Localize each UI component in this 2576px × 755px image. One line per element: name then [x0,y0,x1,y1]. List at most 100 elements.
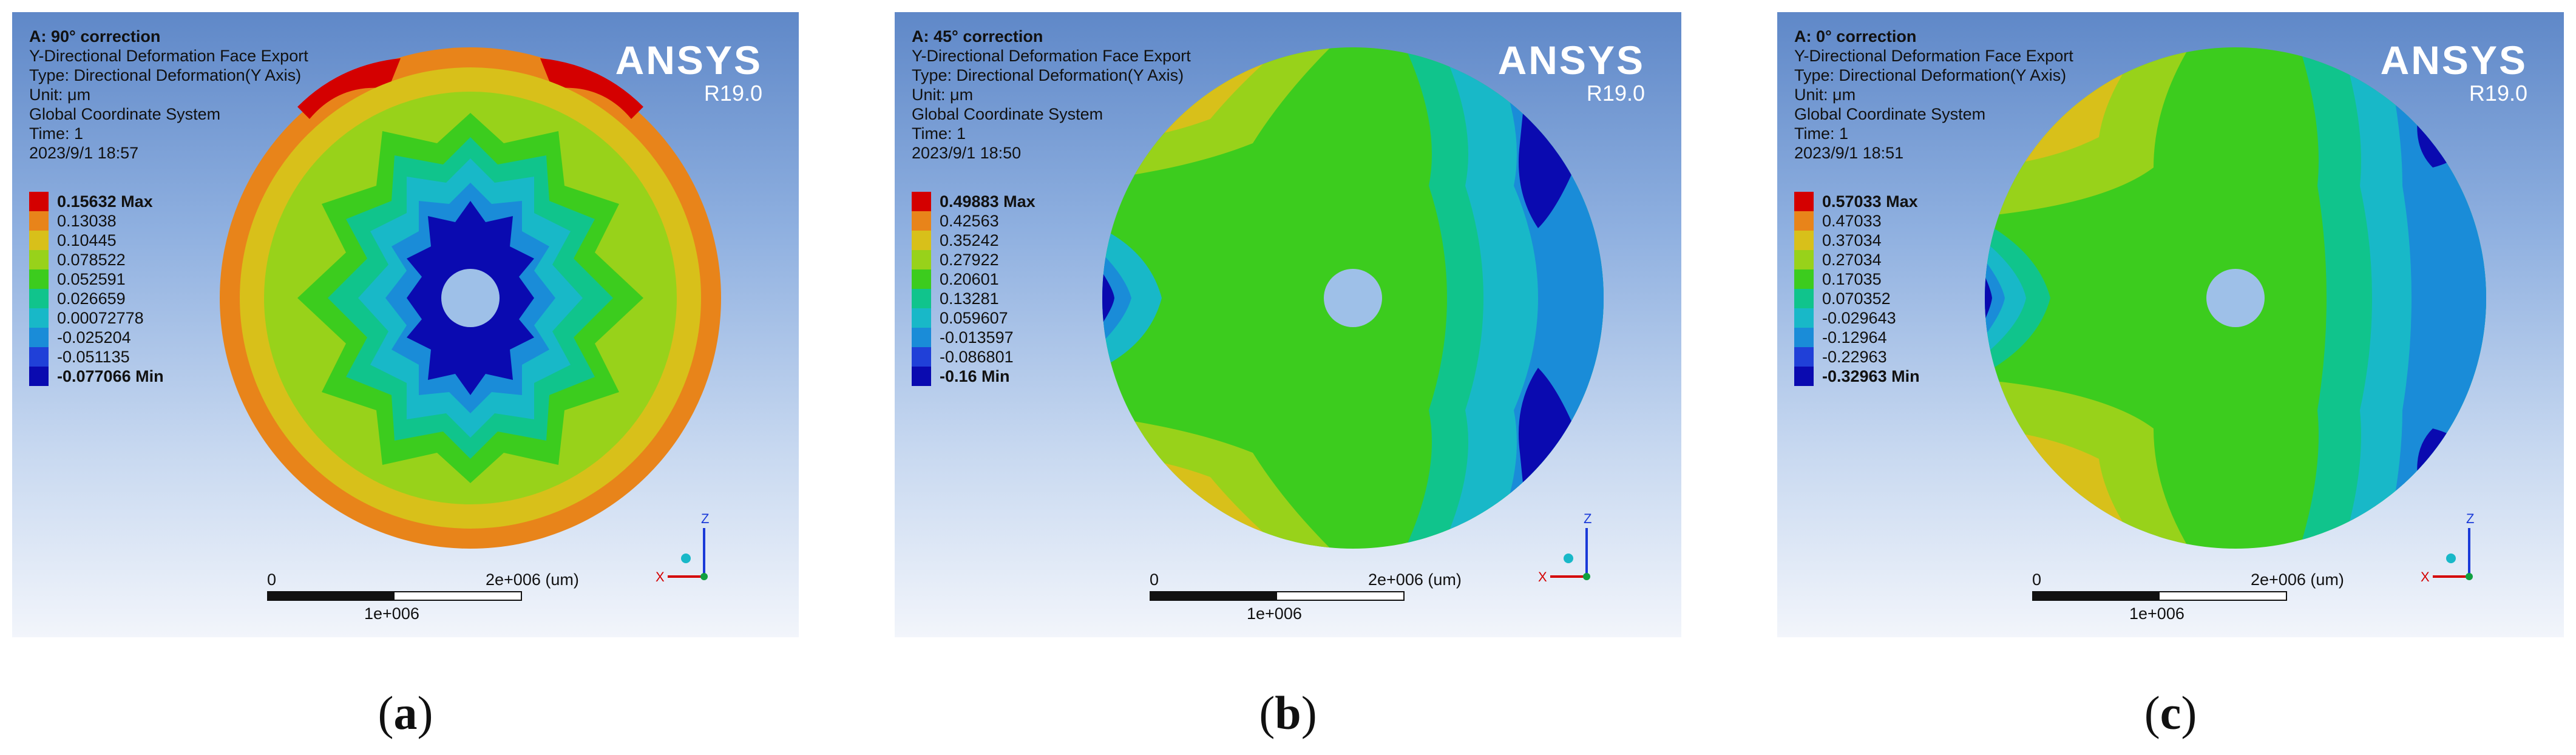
panel-title: A: 90° correction [29,27,161,46]
axis-x-label: X [2421,569,2430,584]
legend-swatch [29,231,49,250]
center-hole [441,269,500,327]
caption-a: (a) [378,686,433,739]
brand-version: R19.0 [1586,81,1645,106]
legend-max: 0.15632 Max [57,192,153,211]
axis-triad-icon: Z X [2421,511,2474,584]
center-hole [2206,269,2265,327]
color-legend: 0.49883 Max 0.42563 0.35242 0.27922 0.20… [912,192,1035,386]
info-line: Unit: μm [912,86,974,104]
legend-min: -0.32963 Min [1822,367,1920,385]
scale-bar: 0 2e+006 (um) 1e+006 [1150,570,1462,623]
info-line: Unit: μm [1794,86,1856,104]
caption-label: b [1275,686,1301,739]
info-line: Global Coordinate System [29,105,221,123]
legend-value: 0.00072778 [57,308,144,327]
legend-value: 0.47033 [1822,211,1882,230]
color-legend: 0.15632 Max 0.13038 0.10445 0.078522 0.0… [29,192,164,386]
legend-value: -0.22963 [1822,347,1887,366]
info-line: Time: 1 [912,124,966,143]
legend-swatch [1794,328,1814,347]
info-line: Y-Directional Deformation Face Export [29,47,308,65]
panel-title: A: 0° correction [1794,27,1917,46]
caption-label: c [2160,686,2181,739]
legend-value: 0.37034 [1822,231,1882,249]
info-line: 2023/9/1 18:57 [29,144,139,162]
legend-value: 0.17035 [1822,269,1882,288]
legend-value: 0.27922 [940,250,999,269]
legend-value: -0.086801 [940,347,1014,366]
axis-z-label: Z [1584,511,1591,526]
info-line: Unit: μm [29,86,91,104]
deformation-contour-disk[interactable] [1101,46,1605,550]
legend-max: 0.57033 Max [1822,192,1918,211]
legend-swatch [912,250,931,269]
info-line: 2023/9/1 18:50 [912,144,1022,162]
info-block: A: 0° correction Y-Directional Deformati… [1794,27,2073,163]
legend-value: 0.10445 [57,231,117,249]
scale-end: 2e+006 (um) [1368,570,1462,589]
legend-swatch [29,269,49,289]
scale-bar-graphic [2032,591,2287,601]
center-hole [1324,269,1382,327]
info-line: Y-Directional Deformation Face Export [1794,47,2073,65]
deformation-contour-disk[interactable] [1984,46,2487,550]
legend-min: -0.16 Min [940,367,1010,385]
result-panel-c: A: 0° correction Y-Directional Deformati… [1777,12,2564,637]
brand-version: R19.0 [703,81,762,106]
legend-swatch [1794,250,1814,269]
legend-value: 0.35242 [940,231,999,249]
scale-mid: 1e+006 [1247,604,1302,623]
deformation-contour-disk[interactable] [219,46,722,550]
axis-triad-icon: Z X [1538,511,1591,584]
ansys-logo: ANSYS R19.0 [1498,39,1645,106]
legend-swatch [912,328,931,347]
info-line: Global Coordinate System [912,105,1103,123]
info-line: Time: 1 [29,124,84,143]
scale-bar-graphic [1150,591,1405,601]
legend-swatch [29,192,49,211]
legend-swatch [29,250,49,269]
legend-value: -0.029643 [1822,308,1896,327]
scale-end: 2e+006 (um) [2251,570,2344,589]
legend-swatch [912,269,931,289]
result-panel-b: A: 45° correction Y-Directional Deformat… [895,12,1681,637]
legend-swatch [29,211,49,231]
scale-bar: 0 2e+006 (um) 1e+006 [267,570,579,623]
scale-mid: 1e+006 [364,604,419,623]
brand-name: ANSYS [1497,38,1645,83]
legend-max: 0.49883 Max [940,192,1035,211]
caption-label: a [393,686,418,739]
panel-title: A: 45° correction [912,27,1043,46]
info-line: Y-Directional Deformation Face Export [912,47,1191,65]
brand-version: R19.0 [2469,81,2527,106]
legend-value: 0.078522 [57,250,126,269]
info-line: 2023/9/1 18:51 [1794,144,1904,162]
legend-value: 0.20601 [940,269,999,288]
legend-swatch [1794,308,1814,328]
brand-name: ANSYS [2380,38,2527,83]
legend-swatch [1794,231,1814,250]
legend-value: 0.070352 [1822,289,1891,308]
scale-mid: 1e+006 [2129,604,2185,623]
legend-swatch [1794,192,1814,211]
caption-b: (b) [1259,686,1317,739]
legend-swatch [29,308,49,328]
legend-value: -0.051135 [57,347,130,366]
legend-value: 0.27034 [1822,250,1882,269]
contour-hotspot [540,58,643,119]
info-line: Type: Directional Deformation(Y Axis) [912,66,1184,84]
info-block: A: 90° correction Y-Directional Deformat… [29,27,308,163]
legend-swatch [1794,289,1814,308]
legend-swatch [29,289,49,308]
axis-x-label: X [1538,569,1547,584]
legend-swatch [1794,347,1814,367]
axis-x-label: X [656,569,665,584]
legend-swatch [29,347,49,367]
legend-swatch [912,347,931,367]
legend-value: 0.42563 [940,211,999,230]
legend-min: -0.077066 Min [57,367,164,385]
scale-end: 2e+006 (um) [486,570,579,589]
legend-swatch [29,367,49,386]
legend-value: 0.13281 [940,289,999,308]
